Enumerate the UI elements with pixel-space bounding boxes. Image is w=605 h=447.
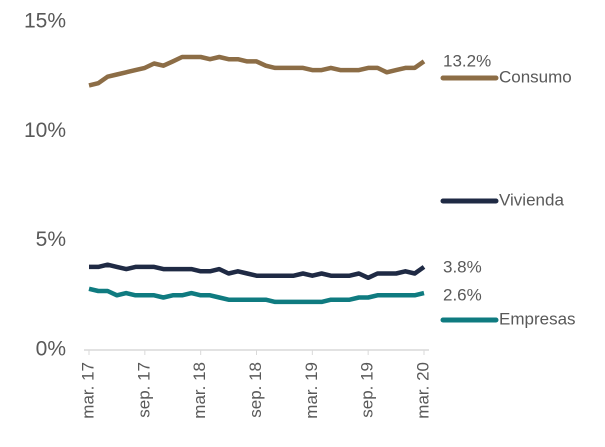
data-label: 13.2% bbox=[443, 51, 491, 70]
x-tick-label: mar. 19 bbox=[302, 362, 321, 419]
data-label: 2.6% bbox=[443, 285, 482, 304]
y-tick-label: 10% bbox=[24, 119, 66, 142]
legend-label: Vivienda bbox=[499, 190, 564, 209]
x-tick-label: mar. 17 bbox=[78, 362, 97, 419]
legend-label: Empresas bbox=[499, 309, 576, 328]
series-line bbox=[89, 262, 426, 281]
y-tick-label: 0% bbox=[36, 338, 66, 361]
x-tick-label: sep. 18 bbox=[246, 362, 265, 418]
data-label: 3.8% bbox=[443, 257, 482, 276]
x-tick-label: sep. 19 bbox=[358, 362, 377, 418]
x-tick-label: mar. 20 bbox=[413, 362, 432, 419]
y-tick-label: 5% bbox=[36, 228, 66, 251]
y-tick-label: 15% bbox=[24, 10, 66, 33]
series-line bbox=[88, 286, 425, 305]
x-tick-label: sep. 17 bbox=[134, 362, 153, 418]
legend-label: Consumo bbox=[499, 67, 572, 86]
series-line bbox=[88, 54, 426, 88]
x-tick-label: mar. 18 bbox=[190, 362, 209, 419]
